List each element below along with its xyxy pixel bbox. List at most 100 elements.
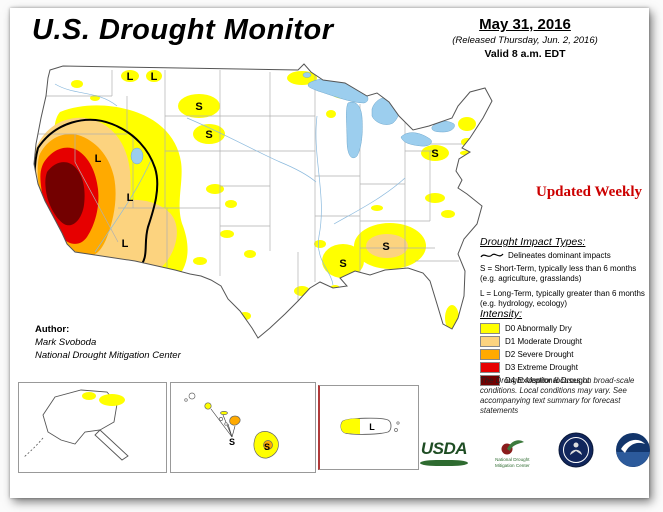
hawaii-callout-lines bbox=[210, 408, 236, 438]
d3-label: D3 Extreme Drought bbox=[505, 363, 578, 372]
d0-label: D0 Abnormally Dry bbox=[505, 324, 572, 333]
puerto-rico-d0-west bbox=[340, 418, 360, 434]
intensity-legend: Intensity: D0 Abnormally Dry D1 Moderate… bbox=[480, 308, 652, 386]
short-term-definition: S = Short-Term, typically less than 6 mo… bbox=[480, 264, 637, 284]
author-label: Author: bbox=[35, 324, 70, 335]
d0-patch bbox=[225, 200, 237, 208]
lake-michigan bbox=[346, 101, 363, 159]
alaska-map bbox=[23, 389, 129, 461]
us-drought-map: L L S S L L L S S S bbox=[33, 63, 493, 339]
island-vieques bbox=[394, 428, 398, 432]
lake-of-the-woods bbox=[302, 72, 312, 78]
hawaii-markers: S S bbox=[229, 437, 270, 452]
author-org: National Drought Mitigation Center bbox=[35, 349, 181, 361]
commerce-seal-icon bbox=[558, 432, 594, 467]
island-lanai bbox=[219, 417, 223, 421]
ndmc-logo-mark bbox=[501, 440, 525, 455]
marker-arizona: L bbox=[122, 238, 129, 250]
island-molokai bbox=[220, 411, 228, 415]
impact-types-heading: Drought Impact Types: bbox=[480, 236, 586, 248]
marker-georgia-alabama: S bbox=[382, 241, 389, 253]
marker-new-york: S bbox=[431, 148, 438, 160]
impact-types-panel: Drought Impact Types: Delineates dominan… bbox=[480, 236, 652, 310]
d0-patch bbox=[193, 124, 225, 144]
d4-swatch bbox=[480, 375, 500, 386]
long-term-definition: L = Long-Term, typically greater than 6 … bbox=[480, 288, 645, 309]
island-hawaii-d2-core bbox=[263, 440, 273, 450]
disclaimer-text: The Drought Monitor focuses on broad-sca… bbox=[480, 376, 635, 416]
island-oahu bbox=[204, 402, 212, 410]
logo-row: USDA National Drought Mitigation Center bbox=[420, 428, 652, 476]
rivers bbox=[54, 83, 406, 286]
d0-patch bbox=[206, 184, 224, 194]
puerto-rico-map: L bbox=[340, 417, 400, 435]
noaa-logo-icon bbox=[615, 432, 650, 467]
lake-ontario bbox=[431, 121, 455, 133]
d0-patch bbox=[82, 392, 96, 400]
island-niihau bbox=[184, 398, 188, 402]
marker-big-island: S bbox=[264, 442, 270, 452]
delineates-row: Delineates dominant impacts bbox=[480, 251, 652, 260]
island-culebra bbox=[396, 421, 400, 425]
marker-maui-county: S bbox=[229, 437, 235, 447]
hawaii-inset: S S bbox=[170, 382, 316, 473]
d0-patch bbox=[425, 193, 445, 203]
marker-nevada: L bbox=[95, 153, 102, 165]
island-kauai bbox=[188, 392, 196, 400]
d0-patch bbox=[121, 70, 139, 82]
usda-logo-text: USDA bbox=[420, 438, 468, 458]
d0-patch bbox=[460, 150, 474, 156]
legend-row-d3: D3 Extreme Drought bbox=[480, 362, 652, 373]
commerce-seal bbox=[557, 431, 595, 474]
d4-label: D4 Exceptional Drought bbox=[505, 376, 590, 385]
d1-swatch bbox=[480, 336, 500, 347]
hawaii-map: S S bbox=[184, 392, 279, 459]
alaska-outline bbox=[42, 389, 118, 445]
map-markers: L L S S L L L S S S bbox=[95, 71, 439, 270]
marker-wyoming-dakotas: S bbox=[205, 129, 212, 141]
legend-row-d0: D0 Abnormally Dry bbox=[480, 323, 652, 334]
us-outline bbox=[33, 63, 493, 339]
d0-patch bbox=[71, 80, 83, 88]
d0-patch bbox=[326, 110, 336, 118]
d0-patch bbox=[421, 145, 449, 161]
updated-weekly-label: Updated Weekly bbox=[536, 184, 642, 200]
d1-georgia-alabama bbox=[366, 234, 408, 258]
legend-row-d1: D1 Moderate Drought bbox=[480, 336, 652, 347]
alaska-d0-areas bbox=[82, 392, 125, 406]
ndmc-logo: National Drought Mitigation Center bbox=[487, 436, 537, 468]
marker-arkansas-mississippi: S bbox=[339, 258, 346, 270]
date-block: May 31, 2016 (Released Thursday, Jun. 2,… bbox=[400, 16, 650, 60]
marker-nevada-utah: L bbox=[127, 192, 134, 204]
great-salt-lake bbox=[130, 147, 144, 165]
page-title: U.S. Drought Monitor bbox=[32, 14, 334, 46]
marker-montana-wyoming: S bbox=[195, 101, 202, 113]
ndmc-logo-text: National Drought Mitigation Center bbox=[494, 457, 530, 468]
impact-line-icon bbox=[480, 253, 504, 258]
d0-patch bbox=[178, 94, 220, 118]
intensity-heading: Intensity: bbox=[480, 308, 523, 320]
usda-logo-bar bbox=[420, 459, 468, 466]
d0-patch bbox=[99, 394, 125, 406]
puerto-rico-inset: L bbox=[318, 385, 419, 470]
drought-monitor-page: U.S. Drought Monitor May 31, 2016 (Relea… bbox=[10, 8, 652, 498]
author-block: Author: Mark Svoboda National Drought Mi… bbox=[35, 324, 181, 362]
lake-erie bbox=[400, 132, 432, 147]
alaska-inset bbox=[18, 382, 167, 473]
d0-patch bbox=[220, 230, 234, 238]
d2-swatch bbox=[480, 349, 500, 360]
alaska-panhandle bbox=[94, 429, 129, 461]
state-boundaries bbox=[35, 70, 462, 301]
marker-north-montana-west: L bbox=[127, 71, 134, 83]
legend-row-d2: D2 Severe Drought bbox=[480, 349, 652, 360]
marker-north-montana-east: L bbox=[151, 71, 158, 83]
usda-logo: USDA bbox=[420, 439, 468, 466]
d0-swatch bbox=[480, 323, 500, 334]
d0-patch bbox=[445, 305, 459, 331]
marker-puerto-rico: L bbox=[369, 422, 375, 432]
noaa-logo bbox=[614, 431, 652, 474]
d0-patch bbox=[193, 257, 207, 265]
d0-patch bbox=[441, 210, 455, 218]
d0-patch bbox=[458, 117, 476, 131]
d3-swatch bbox=[480, 362, 500, 373]
